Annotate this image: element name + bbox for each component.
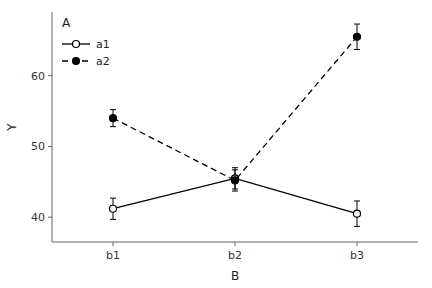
x-tick-label: b2 <box>228 249 242 262</box>
error-bar <box>354 201 360 226</box>
error-bar-cap <box>232 169 238 170</box>
error-bar-cap <box>354 226 360 227</box>
y-tick-label: 40 <box>31 211 45 224</box>
y-tick-label: 50 <box>31 140 45 153</box>
plot-area <box>110 24 361 226</box>
point <box>232 177 239 184</box>
series <box>110 24 361 191</box>
legend-title: A <box>62 16 71 30</box>
x-tick <box>113 242 114 246</box>
error-bar <box>354 24 360 49</box>
error-bar <box>110 198 116 219</box>
series <box>110 168 361 227</box>
point <box>110 115 117 122</box>
error-bar <box>110 110 116 127</box>
y-tick <box>48 75 52 76</box>
error-bar <box>232 170 238 191</box>
series-line <box>113 37 357 181</box>
error-bar-cap <box>354 49 360 50</box>
error-bar-cap <box>110 126 116 127</box>
error-bar-cap <box>232 191 238 192</box>
y-tick-label: 60 <box>31 70 45 83</box>
error-bar-cap <box>110 198 116 199</box>
error-bar-cap <box>232 167 238 168</box>
y-axis-line <box>52 12 53 242</box>
point <box>354 33 361 40</box>
x-tick-label: b3 <box>350 249 364 262</box>
y-tick <box>48 146 52 147</box>
error-bar-cap <box>110 109 116 110</box>
point <box>110 205 117 212</box>
error-bar-cap <box>354 200 360 201</box>
y-tick <box>48 217 52 218</box>
x-tick <box>235 242 236 246</box>
chart: 40 50 60 b1 b2 b3 B Y Aa1 a2 <box>0 0 432 288</box>
point <box>354 210 361 217</box>
legend-marker <box>73 41 80 48</box>
x-axis-label: B <box>231 269 239 283</box>
error-bar-cap <box>110 219 116 220</box>
legend-label: a2 <box>96 55 110 68</box>
y-axis-label: Y <box>5 123 19 132</box>
error-bar-cap <box>354 24 360 25</box>
x-tick-label: b1 <box>106 249 120 262</box>
legend-marker <box>73 58 80 65</box>
legend: Aa1 a2 <box>62 16 110 68</box>
legend-label: a1 <box>96 38 110 51</box>
x-tick <box>357 242 358 246</box>
